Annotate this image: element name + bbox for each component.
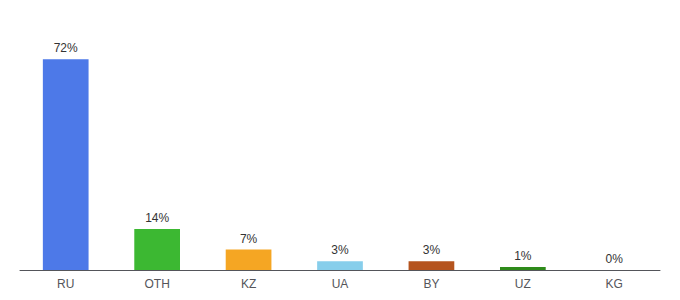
- svg-text:7%: 7%: [240, 232, 258, 246]
- svg-text:3%: 3%: [423, 243, 441, 257]
- svg-text:KZ: KZ: [241, 277, 256, 291]
- svg-text:UA: UA: [332, 277, 349, 291]
- svg-text:3%: 3%: [331, 243, 349, 257]
- svg-text:0%: 0%: [606, 252, 624, 266]
- svg-text:72%: 72%: [54, 41, 78, 55]
- svg-text:OTH: OTH: [144, 277, 169, 291]
- svg-text:14%: 14%: [145, 211, 169, 225]
- svg-text:BY: BY: [423, 277, 439, 291]
- svg-text:RU: RU: [57, 277, 74, 291]
- svg-text:KG: KG: [606, 277, 623, 291]
- svg-text:1%: 1%: [514, 249, 532, 263]
- svg-text:UZ: UZ: [515, 277, 531, 291]
